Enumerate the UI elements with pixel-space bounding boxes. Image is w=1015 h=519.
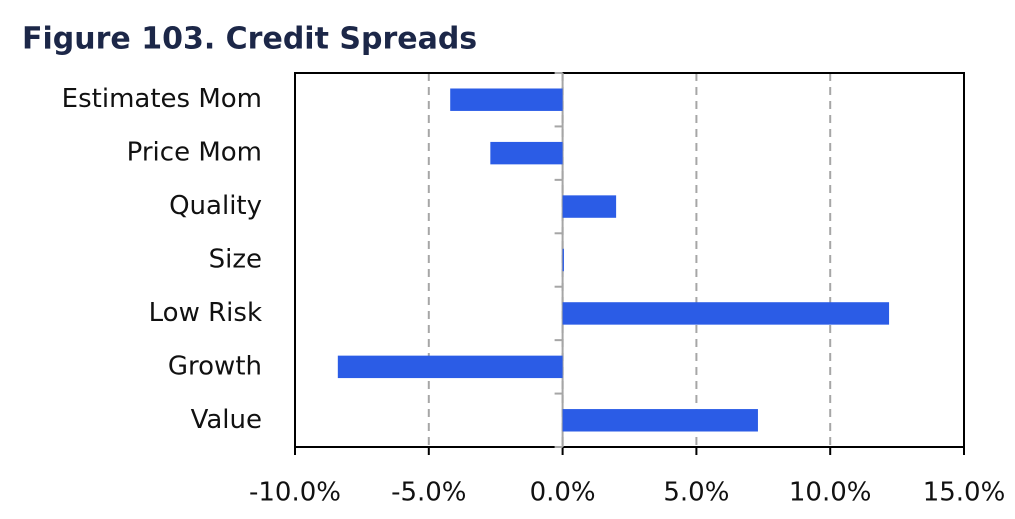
bar <box>490 141 563 165</box>
bar <box>562 409 758 432</box>
x-tick-label: 0.0% <box>530 478 596 508</box>
y-tick-label: Low Risk <box>149 298 262 328</box>
y-tick-label: Estimates Mom <box>62 84 262 114</box>
y-tick-label: Size <box>209 245 262 275</box>
x-tick-label: -5.0% <box>391 478 466 508</box>
y-tick-label: Quality <box>169 191 262 221</box>
bar <box>337 355 563 379</box>
x-tick-label: 5.0% <box>663 478 729 508</box>
bar <box>562 248 564 272</box>
y-tick-label: Value <box>191 405 262 435</box>
y-tick-label: Growth <box>168 351 262 381</box>
x-tick-label: -10.0% <box>249 478 341 508</box>
plot-border <box>294 72 965 448</box>
bar <box>450 88 563 111</box>
chart-title: Figure 103. Credit Spreads <box>22 22 477 57</box>
y-tick-label: Price Mom <box>127 138 262 168</box>
x-tick-label: 15.0% <box>923 478 1006 508</box>
x-tick-label: 10.0% <box>789 478 872 508</box>
bar <box>562 195 617 218</box>
bar <box>562 302 890 325</box>
